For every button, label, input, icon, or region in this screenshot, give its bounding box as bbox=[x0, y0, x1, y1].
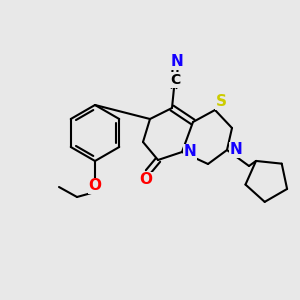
Text: O: O bbox=[140, 172, 152, 188]
Text: S: S bbox=[215, 94, 226, 110]
Text: O: O bbox=[88, 178, 101, 194]
Text: N: N bbox=[184, 145, 196, 160]
Text: N: N bbox=[171, 55, 183, 70]
Text: C: C bbox=[170, 73, 180, 87]
Text: N: N bbox=[230, 142, 242, 158]
